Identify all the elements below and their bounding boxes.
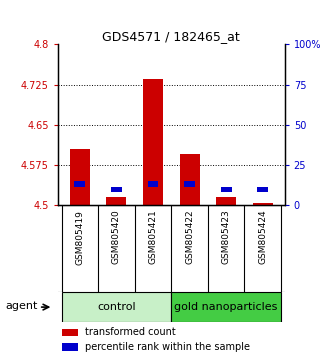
Bar <box>70 149 90 205</box>
Bar <box>143 79 163 205</box>
Bar <box>74 181 85 187</box>
Text: transformed count: transformed count <box>85 327 176 337</box>
Bar <box>63 343 78 351</box>
Bar <box>171 292 281 322</box>
Bar <box>257 187 268 192</box>
Text: GSM805424: GSM805424 <box>258 210 267 264</box>
Text: control: control <box>97 302 136 312</box>
Text: agent: agent <box>6 301 38 310</box>
Bar <box>62 292 171 322</box>
Text: GSM805419: GSM805419 <box>75 210 84 264</box>
Bar <box>111 187 122 192</box>
Title: GDS4571 / 182465_at: GDS4571 / 182465_at <box>102 30 240 43</box>
Bar <box>106 197 126 205</box>
Text: percentile rank within the sample: percentile rank within the sample <box>85 342 250 352</box>
Bar <box>216 197 236 205</box>
Bar <box>63 329 78 336</box>
Text: gold nanoparticles: gold nanoparticles <box>174 302 278 312</box>
Text: GSM805421: GSM805421 <box>149 210 158 264</box>
Bar <box>184 181 195 187</box>
Text: GSM805422: GSM805422 <box>185 210 194 264</box>
Text: GSM805423: GSM805423 <box>222 210 231 264</box>
Bar <box>179 154 200 205</box>
Bar <box>221 187 232 192</box>
Bar <box>148 181 159 187</box>
Text: GSM805420: GSM805420 <box>112 210 121 264</box>
Bar <box>253 202 273 205</box>
